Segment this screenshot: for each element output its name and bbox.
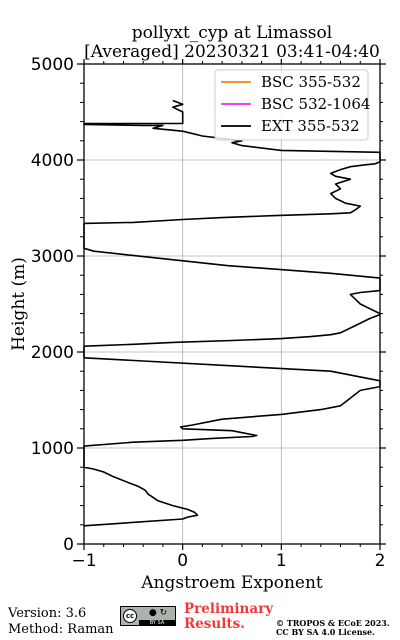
method-text: Method: Raman [8, 622, 114, 637]
y-tick-label: 0 [63, 535, 74, 555]
series-line-ext-355-532 [83, 99, 381, 527]
legend: BSC 355-532 BSC 532-1064 EXT 355-532 [214, 69, 370, 141]
y-tick-label: 3000 [31, 247, 74, 267]
y-tick-label: 2000 [31, 343, 74, 363]
legend-label-ext-355-532: EXT 355-532 [261, 117, 360, 135]
copyright-line2: CC BY SA 4.0 License. [276, 627, 375, 637]
plot-border [83, 63, 381, 545]
chart-title-line2: [Averaged] 20230321 03:41-04:40 [84, 42, 380, 62]
cc-badge-strip: BY SA [139, 620, 175, 626]
x-tick-label: 1 [276, 551, 287, 571]
preliminary-line1: Preliminary [184, 601, 274, 617]
legend-label-bsc-532-1064: BSC 532-1064 [261, 95, 370, 113]
x-tick-label: −1 [71, 551, 96, 571]
y-tick-label: 4000 [31, 151, 74, 171]
legend-box [214, 69, 369, 141]
by-sa-icons: ● ↻ [148, 608, 168, 618]
x-tick-label: 2 [375, 551, 386, 571]
y-tick-label: 5000 [31, 55, 74, 75]
preliminary-results-note: Preliminary Results. [184, 602, 273, 632]
version-text: Version: 3.6 [8, 606, 87, 621]
x-tick-label: 0 [177, 551, 188, 571]
copyright-line1: © TROPOS & ECoE 2023. [276, 618, 390, 628]
y-tick-label: 1000 [31, 439, 74, 459]
x-axis-label: Angstroem Exponent [140, 573, 323, 593]
copyright-note: © TROPOS & ECoE 2023. CC BY SA 4.0 Licen… [276, 619, 390, 637]
y-axis-label: Height (m) [9, 257, 29, 351]
preliminary-line2: Results. [184, 616, 245, 632]
footer-meta: Version: 3.6 Method: Raman [8, 606, 114, 638]
plot-frame [83, 63, 381, 545]
cc-license-badge: cc ● ↻ BY SA [120, 606, 176, 626]
cc-logo-icon: cc [123, 609, 137, 623]
series-lines [83, 99, 381, 527]
chart-title-line1: pollyxt_cyp at Limassol [132, 23, 332, 43]
legend-label-bsc-355-532: BSC 355-532 [261, 73, 361, 91]
